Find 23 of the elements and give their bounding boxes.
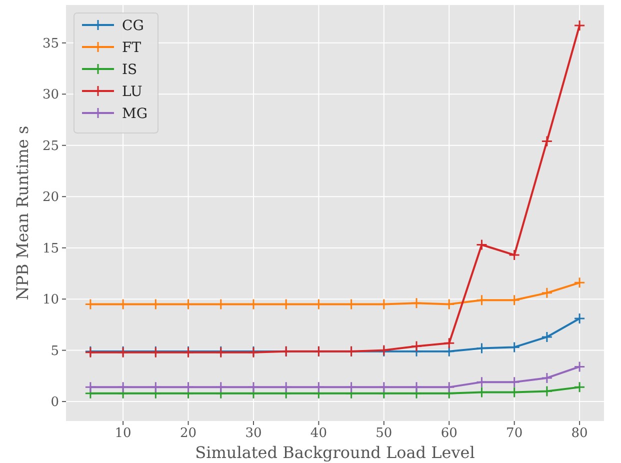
y-axis-title: NPB Mean Runtime s xyxy=(13,126,32,300)
legend-label: MG xyxy=(122,106,148,122)
legend-label: IS xyxy=(122,62,138,78)
legend-label: FT xyxy=(122,40,142,56)
x-axis-title: Simulated Background Load Level xyxy=(195,443,475,462)
x-tick-label: 70 xyxy=(506,426,523,441)
y-tick-label: 35 xyxy=(42,36,59,52)
y-tick-label: 30 xyxy=(42,88,59,103)
y-tick-label: 0 xyxy=(50,395,59,410)
x-tick-label: 30 xyxy=(245,426,262,441)
y-tick-label: 20 xyxy=(42,190,59,206)
x-tick-label: 60 xyxy=(440,426,458,441)
y-tick-label: 25 xyxy=(42,138,59,154)
x-tick-label: 10 xyxy=(114,426,132,441)
legend-label: CG xyxy=(122,18,144,34)
y-tick-label: 5 xyxy=(50,344,59,359)
x-tick-label: 80 xyxy=(571,426,588,441)
y-tick-label: 10 xyxy=(42,292,59,308)
x-tick-label: 50 xyxy=(376,426,392,441)
x-tick-label: 40 xyxy=(310,426,327,441)
y-tick-label: 15 xyxy=(42,241,59,256)
x-tick-label: 20 xyxy=(180,426,197,441)
legend-label: LU xyxy=(122,84,143,100)
